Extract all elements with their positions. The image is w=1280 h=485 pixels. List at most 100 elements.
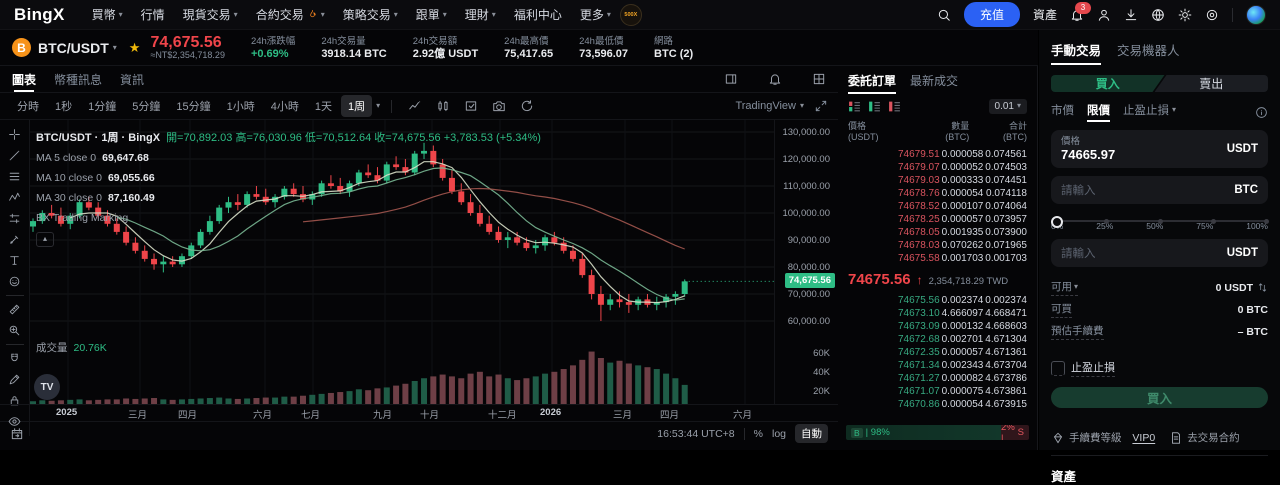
layout-save-icon[interactable] bbox=[464, 99, 478, 113]
order-type-止盈止損[interactable]: 止盈止損 ▾ bbox=[1123, 105, 1177, 117]
orderbook-bid-row[interactable]: 74672.35 0.000057 4.671361 bbox=[897, 347, 1027, 358]
timeframe-more-chevron-icon[interactable]: ▾ bbox=[376, 101, 381, 110]
orderbook-ask-row[interactable]: 74678.05 0.001935 0.073900 bbox=[897, 227, 1027, 238]
price-axis[interactable]: 130,000.00 120,000.00 110,000.00 100,000.00… bbox=[774, 120, 838, 404]
orderbook-ask-row[interactable]: 74675.58 0.001703 0.001703 bbox=[897, 253, 1027, 264]
pencil-tool-icon[interactable] bbox=[0, 369, 29, 390]
pair-selector[interactable]: BTC/USDT ▾ bbox=[38, 39, 117, 56]
fib-lines-tool-icon[interactable] bbox=[0, 166, 29, 187]
time-axis[interactable]: 2025 三月 四月 六月 七月 九月 十月 十二月 2026 三月 四月 六月 bbox=[0, 404, 838, 421]
amount-field[interactable]: 請輸入 BTC bbox=[1051, 176, 1268, 204]
indicator-icon[interactable] bbox=[408, 99, 422, 113]
download-app-icon[interactable] bbox=[1124, 8, 1138, 22]
nav-item-策略交易[interactable]: 策略交易 ▾ bbox=[342, 8, 398, 22]
promo-500x-badge[interactable]: 500X bbox=[619, 3, 642, 26]
orderbook-ask-row[interactable]: 74679.51 0.000058 0.074561 bbox=[897, 149, 1027, 160]
settings-gear-icon[interactable] bbox=[1205, 8, 1219, 22]
orderbook-ask-row[interactable]: 74679.07 0.000052 0.074503 bbox=[897, 162, 1027, 173]
balance-label[interactable]: 預估手續費 bbox=[1051, 323, 1104, 340]
slider-tick-25[interactable] bbox=[1104, 218, 1110, 224]
clock-utc[interactable]: 16:53:44 UTC+8 bbox=[657, 427, 735, 440]
orderbook-bid-row[interactable]: 74671.34 0.002343 4.673704 bbox=[897, 360, 1027, 371]
orderbook-bid-row[interactable]: 74675.56 0.002374 0.002374 bbox=[897, 295, 1027, 306]
orderbook-layout-bids-icon[interactable] bbox=[868, 100, 881, 113]
alert-bell-icon[interactable] bbox=[768, 72, 782, 86]
timeframe-1分鐘[interactable]: 1分鐘 bbox=[88, 101, 117, 113]
go-futures-link[interactable]: 去交易合約 bbox=[1169, 430, 1240, 445]
pattern-tool-icon[interactable] bbox=[0, 187, 29, 208]
order-type-市價[interactable]: 市價 bbox=[1051, 105, 1074, 117]
timeframe-1天[interactable]: 1天 bbox=[314, 101, 332, 113]
chart-tab-幣種訊息[interactable]: 幣種訊息 bbox=[54, 72, 103, 87]
orderbook-last-price[interactable]: 74675.56 ↑ 2,354,718.29 TWD bbox=[838, 267, 1037, 292]
smiley-tool-icon[interactable] bbox=[0, 271, 29, 292]
total-field[interactable]: 請輸入 USDT bbox=[1051, 239, 1268, 267]
orderbook-layout-asks-icon[interactable] bbox=[888, 100, 901, 113]
swap-icon[interactable] bbox=[1257, 282, 1268, 293]
slider-tick-75[interactable] bbox=[1210, 218, 1216, 224]
tradingview-logo[interactable]: TV bbox=[34, 374, 60, 400]
auto-scale-toggle[interactable]: 自動 bbox=[795, 424, 828, 443]
orderbook-ask-row[interactable]: 74678.76 0.000054 0.074118 bbox=[897, 188, 1027, 199]
zoom-in-tool-icon[interactable] bbox=[0, 320, 29, 341]
timeframe-分時[interactable]: 分時 bbox=[17, 101, 39, 113]
timeframe-1小時[interactable]: 1小時 bbox=[226, 101, 255, 113]
orders-panel-icon[interactable] bbox=[724, 72, 738, 86]
slider-tick-100[interactable] bbox=[1264, 218, 1269, 224]
recharge-button[interactable]: 充值 bbox=[963, 2, 1020, 27]
orderbook-bid-row[interactable]: 74670.86 0.000054 4.673915 bbox=[897, 399, 1027, 410]
nav-item-理財[interactable]: 理財 ▾ bbox=[464, 8, 496, 22]
slider-tick-50[interactable] bbox=[1157, 218, 1163, 224]
balance-label[interactable]: 可用 ▾ bbox=[1051, 279, 1079, 296]
orderbook-tab-最新成交[interactable]: 最新成交 bbox=[910, 73, 959, 88]
info-icon[interactable] bbox=[1255, 106, 1268, 119]
timeframe-4小時[interactable]: 4小時 bbox=[270, 101, 299, 113]
percent-scale-toggle[interactable]: % bbox=[753, 427, 763, 440]
trend-line-tool-icon[interactable] bbox=[0, 145, 29, 166]
nav-item-合約交易[interactable]: 合約交易 ▾ bbox=[255, 8, 325, 22]
fee-level-link[interactable]: 手續費等級 VIP0 bbox=[1051, 430, 1155, 445]
theme-sun-icon[interactable] bbox=[1178, 8, 1192, 22]
crosshair-tool-icon[interactable] bbox=[0, 124, 29, 145]
go-to-date-icon[interactable] bbox=[10, 427, 24, 441]
nav-item-福利中心[interactable]: 福利中心 bbox=[513, 8, 562, 22]
chart-canvas-area[interactable]: 130,000.00 120,000.00 110,000.00 100,000.00… bbox=[0, 120, 838, 436]
orderbook-ask-row[interactable]: 74678.25 0.000057 0.073957 bbox=[897, 214, 1027, 225]
precision-dropdown[interactable]: 0.01 ▾ bbox=[988, 98, 1027, 114]
favorite-star-icon[interactable]: ★ bbox=[128, 39, 141, 55]
orderbook-ask-row[interactable]: 74678.52 0.000107 0.074064 bbox=[897, 201, 1027, 212]
layout-grid-icon[interactable] bbox=[812, 72, 826, 86]
nav-item-買幣[interactable]: 買幣 ▾ bbox=[91, 8, 123, 22]
assets-nav-link[interactable]: 資產 bbox=[1032, 8, 1057, 22]
timeframe-15分鐘[interactable]: 15分鐘 bbox=[176, 101, 211, 113]
search-icon[interactable] bbox=[937, 8, 951, 22]
user-avatar[interactable] bbox=[1246, 4, 1266, 25]
orderbook-bid-row[interactable]: 74673.09 0.000132 4.668603 bbox=[897, 321, 1027, 332]
price-field[interactable]: 價格 74665.97 USDT bbox=[1051, 130, 1268, 168]
timeframe-5分鐘[interactable]: 5分鐘 bbox=[132, 101, 161, 113]
candlestick-chart[interactable] bbox=[30, 120, 775, 404]
orderbook-bid-row[interactable]: 74671.07 0.000075 4.673861 bbox=[897, 386, 1027, 397]
account-icon[interactable] bbox=[1097, 8, 1111, 22]
chart-tab-資訊[interactable]: 資訊 bbox=[120, 72, 145, 87]
nav-item-跟單[interactable]: 跟單 ▾ bbox=[415, 8, 447, 22]
sell-side-tab[interactable]: 賣出 bbox=[1154, 75, 1268, 92]
buy-side-tab[interactable]: 買入 bbox=[1051, 75, 1165, 92]
camera-icon[interactable] bbox=[492, 99, 506, 113]
orderbook-layout-both-icon[interactable] bbox=[848, 100, 861, 113]
tpsl-checkbox[interactable] bbox=[1051, 360, 1065, 376]
position-tool-icon[interactable] bbox=[0, 208, 29, 229]
log-scale-toggle[interactable]: log bbox=[771, 427, 786, 440]
orderbook-ask-row[interactable]: 74678.03 0.070262 0.071965 bbox=[897, 240, 1027, 251]
nav-item-行情[interactable]: 行情 bbox=[140, 8, 165, 22]
text-tool-tool-icon[interactable] bbox=[0, 250, 29, 271]
orderbook-ask-row[interactable]: 74679.03 0.000333 0.074451 bbox=[897, 175, 1027, 186]
nav-item-現貨交易[interactable]: 現貨交易 ▾ bbox=[182, 8, 238, 22]
notifications-bell-icon[interactable]: 3 bbox=[1070, 1, 1091, 22]
panel-tab-手動交易[interactable]: 手動交易 bbox=[1051, 40, 1102, 65]
tradingview-switcher[interactable]: TradingView ▾ bbox=[735, 99, 828, 113]
slider-handle[interactable] bbox=[1051, 216, 1063, 228]
orderbook-bid-row[interactable]: 74673.10 4.666097 4.668471 bbox=[897, 308, 1027, 319]
brush-tool-icon[interactable] bbox=[0, 229, 29, 250]
timeframe-1周[interactable]: 1周 bbox=[341, 95, 373, 117]
